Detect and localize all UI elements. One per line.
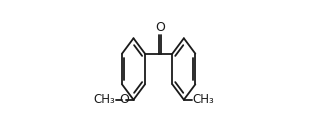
Text: O: O — [119, 93, 129, 106]
Text: CH₃: CH₃ — [192, 93, 214, 106]
Text: CH₃: CH₃ — [94, 93, 116, 106]
Text: O: O — [155, 21, 165, 34]
